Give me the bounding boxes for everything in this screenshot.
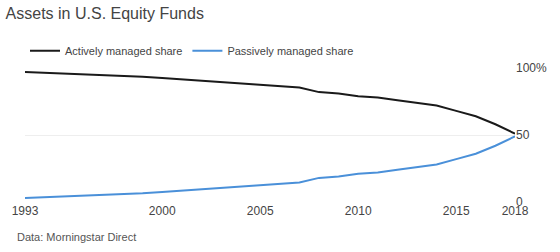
svg-text:Passively managed share: Passively managed share (227, 45, 353, 57)
svg-text:2018: 2018 (502, 204, 529, 218)
svg-text:100%: 100% (516, 61, 547, 75)
svg-text:2005: 2005 (247, 204, 274, 218)
svg-text:0: 0 (516, 195, 523, 209)
svg-text:Assets in U.S. Equity Funds: Assets in U.S. Equity Funds (6, 5, 204, 22)
svg-text:2015: 2015 (443, 204, 470, 218)
svg-text:50: 50 (516, 128, 530, 142)
svg-text:Data: Morningstar Direct: Data: Morningstar Direct (17, 231, 136, 243)
svg-text:2010: 2010 (345, 204, 372, 218)
svg-text:2000: 2000 (149, 204, 176, 218)
svg-text:1993: 1993 (12, 204, 39, 218)
svg-text:Actively managed share: Actively managed share (65, 45, 182, 57)
